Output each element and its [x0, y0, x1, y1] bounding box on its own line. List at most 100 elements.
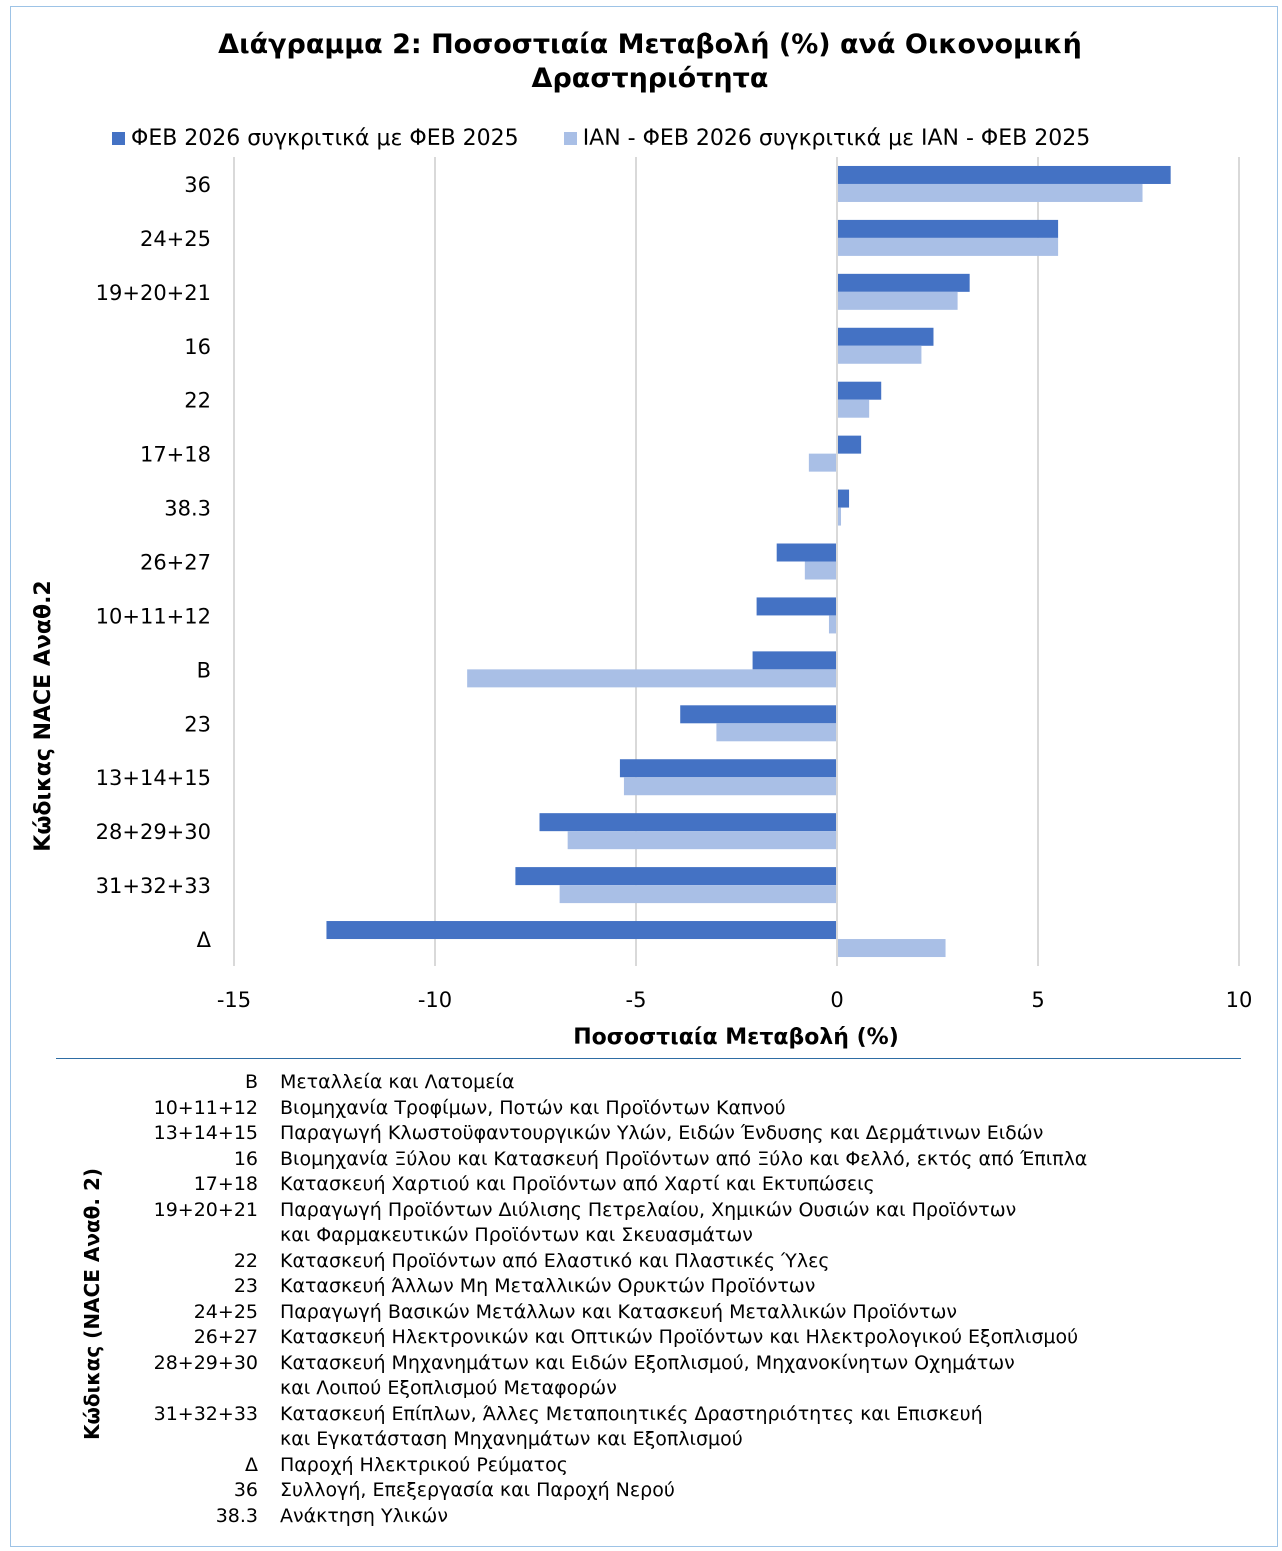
- y-tick-label-10: 23: [184, 712, 211, 736]
- reference-code: 19+20+21: [153, 1198, 258, 1221]
- reference-table-title: Κώδικας (NACE Αναθ. 2): [80, 1167, 104, 1440]
- reference-code: 36: [233, 1479, 258, 1501]
- bar-2-9: [467, 669, 837, 688]
- bar-1-9: [752, 651, 837, 670]
- bar-1-5: [837, 435, 862, 454]
- bar-1-11: [619, 759, 837, 778]
- y-tick-label-14: Δ: [197, 928, 212, 952]
- reference-row: 38.3 Ανάκτηση Υλικών: [120, 1504, 1240, 1530]
- reference-description: Ανάκτηση Υλικών: [280, 1504, 448, 1527]
- y-tick-label-0: 36: [184, 173, 211, 197]
- bar-2-4: [837, 399, 870, 418]
- bar-2-7: [804, 561, 837, 580]
- reference-code: 26+27: [193, 1326, 258, 1348]
- reference-description: Κατασκευή Μηχανημάτων και Ειδών Εξοπλισμ…: [280, 1351, 1015, 1400]
- reference-row: B Μεταλλεία και Λατομεία: [120, 1070, 1240, 1096]
- bar-1-10: [680, 705, 837, 724]
- y-tick-label-9: B: [197, 658, 211, 682]
- reference-code: 16: [233, 1147, 258, 1170]
- y-tick-label-5: 17+18: [140, 443, 211, 467]
- reference-row: 23 Κατασκευή Άλλων Μη Μεταλλικών Ορυκτών …: [120, 1274, 1240, 1300]
- reference-code: 22: [233, 1249, 258, 1272]
- bar-1-0: [837, 165, 1171, 184]
- y-tick-label-3: 16: [184, 335, 211, 359]
- reference-code: 17+18: [193, 1173, 258, 1195]
- y-tick-label-8: 10+11+12: [96, 604, 211, 628]
- legend-swatch-series-1: [112, 132, 125, 145]
- bar-2-5: [808, 453, 837, 472]
- reference-description: Κατασκευή Άλλων Μη Μεταλλικών Ορυκτών Πρ…: [280, 1275, 816, 1297]
- reference-description: Κατασκευή Επίπλων, Άλλες Μεταποιητικές Δ…: [280, 1402, 983, 1451]
- reference-row: 31+32+33 Κατασκευή Επίπλων, Άλλες Μεταποι…: [120, 1402, 1240, 1453]
- reference-description: Βιομηχανία Ξύλου και Κατασκευή Προϊόντων…: [280, 1147, 1088, 1170]
- legend-label-series-2: ΙΑΝ - ΦΕΒ 2026 συγκριτικά με ΙΑΝ - ΦΕΒ 2…: [582, 126, 1091, 151]
- bar-2-8: [828, 615, 837, 634]
- y-tick-label-4: 22: [184, 389, 211, 413]
- reference-code: 28+29+30: [153, 1351, 258, 1374]
- x-tick-label-2: -5: [626, 988, 647, 1012]
- bar-1-12: [539, 813, 837, 832]
- bar-2-14: [837, 939, 946, 958]
- bar-2-10: [716, 723, 837, 742]
- reference-row: 36 Συλλογή, Επεξεργασία και Παροχή Νερού: [120, 1478, 1240, 1504]
- reference-description: Παραγωγή Βασικών Μετάλλων και Κατασκευή …: [280, 1300, 957, 1323]
- bar-1-4: [837, 381, 882, 400]
- x-tick-label-4: 5: [1031, 988, 1044, 1012]
- reference-row: 17+18 Κατασκευή Χαρτιού και Προϊόντων από…: [120, 1172, 1240, 1198]
- x-tick-label-1: -10: [418, 988, 452, 1012]
- reference-row: 28+29+30 Κατασκευή Μηχανημάτων και Ειδών …: [120, 1351, 1240, 1402]
- bar-1-14: [326, 921, 837, 940]
- bar-2-13: [559, 885, 837, 904]
- reference-description: Παραγωγή Προϊόντων Διύλισης Πετρελαίου, …: [280, 1198, 1017, 1247]
- y-tick-label-12: 28+29+30: [96, 820, 211, 844]
- reference-row: 13+14+15 Παραγωγή Κλωστοϋφαντουργικών Υλώ…: [120, 1121, 1240, 1147]
- reference-row: 22 Κατασκευή Προϊόντων από Ελαστικό και Π…: [120, 1249, 1240, 1275]
- y-tick-label-6: 38.3: [164, 497, 211, 521]
- legend-item-series-1: ΦΕΒ 2026 συγκριτικά με ΦΕΒ 2025: [112, 126, 519, 151]
- chart-legend: ΦΕΒ 2026 συγκριτικά με ΦΕΒ 2025 ΙΑΝ - ΦΕ…: [112, 126, 1128, 151]
- x-axis-title: Ποσοστιαία Μεταβολή (%): [573, 1025, 899, 1050]
- bar-2-6: [837, 507, 842, 526]
- bar-2-11: [623, 777, 837, 796]
- reference-description: Κατασκευή Προϊόντων από Ελαστικό και Πλα…: [280, 1249, 830, 1272]
- bar-1-6: [837, 489, 850, 508]
- reference-row: 10+11+12 Βιομηχανία Τροφίμων, Ποτών και Π…: [120, 1096, 1240, 1122]
- y-tick-label-1: 24+25: [140, 227, 211, 251]
- bar-1-1: [837, 219, 1059, 238]
- reference-row: 19+20+21 Παραγωγή Προϊόντων Διύλισης Πετρ…: [120, 1198, 1240, 1249]
- bar-2-2: [837, 291, 958, 310]
- reference-description: Μεταλλεία και Λατομεία: [280, 1071, 515, 1093]
- bar-2-1: [837, 237, 1059, 256]
- reference-code: 23: [233, 1275, 258, 1297]
- reference-code: 10+11+12: [153, 1096, 258, 1119]
- reference-description: Παροχή Ηλεκτρικού Ρεύματος: [280, 1453, 568, 1476]
- nace-reference-table: B Μεταλλεία και Λατομεία 10+11+12 Βιομηχανί…: [120, 1070, 1240, 1529]
- reference-code: 24+25: [193, 1300, 258, 1323]
- y-tick-label-7: 26+27: [140, 551, 211, 575]
- y-tick-label-11: 13+14+15: [96, 766, 211, 790]
- separator-line: [56, 1058, 1241, 1059]
- y-axis-title: Κώδικας NACE Αναθ.2: [31, 580, 56, 851]
- bar-chart-plot: 36 24+25 19+20+21 16 22 17+18 38.3 26+27 10+11+1…: [31, 157, 1253, 1050]
- x-tick-label-3: 0: [830, 988, 843, 1012]
- reference-description: Κατασκευή Ηλεκτρονικών και Οπτικών Προϊό…: [280, 1326, 1079, 1348]
- bar-1-2: [837, 273, 970, 292]
- reference-code: B: [244, 1071, 258, 1093]
- bar-2-0: [837, 183, 1143, 202]
- reference-code: 38.3: [215, 1504, 258, 1527]
- reference-code: 13+14+15: [153, 1122, 258, 1144]
- reference-code: 31+32+33: [153, 1402, 258, 1425]
- x-tick-label-5: 10: [1226, 988, 1253, 1012]
- chart-title: Διάγραμμα 2: Ποσοστιαία Μεταβολή (%) ανά…: [218, 29, 1082, 94]
- bar-1-7: [776, 543, 837, 562]
- reference-description: Κατασκευή Χαρτιού και Προϊόντων από Χαρτ…: [280, 1173, 875, 1195]
- reference-row: 24+25 Παραγωγή Βασικών Μετάλλων και Κατασ…: [120, 1300, 1240, 1326]
- legend-label-series-1: ΦΕΒ 2026 συγκριτικά με ΦΕΒ 2025: [131, 126, 519, 151]
- reference-row: Δ Παροχή Ηλεκτρικού Ρεύματος: [120, 1453, 1240, 1479]
- reference-description: Παραγωγή Κλωστοϋφαντουργικών Υλών, Ειδών…: [280, 1122, 1044, 1144]
- bar-1-8: [756, 597, 837, 616]
- y-tick-label-13: 31+32+33: [96, 874, 211, 898]
- reference-description: Βιομηχανία Τροφίμων, Ποτών και Προϊόντων…: [280, 1096, 786, 1119]
- reference-description: Συλλογή, Επεξεργασία και Παροχή Νερού: [280, 1479, 675, 1501]
- bar-2-12: [567, 831, 837, 850]
